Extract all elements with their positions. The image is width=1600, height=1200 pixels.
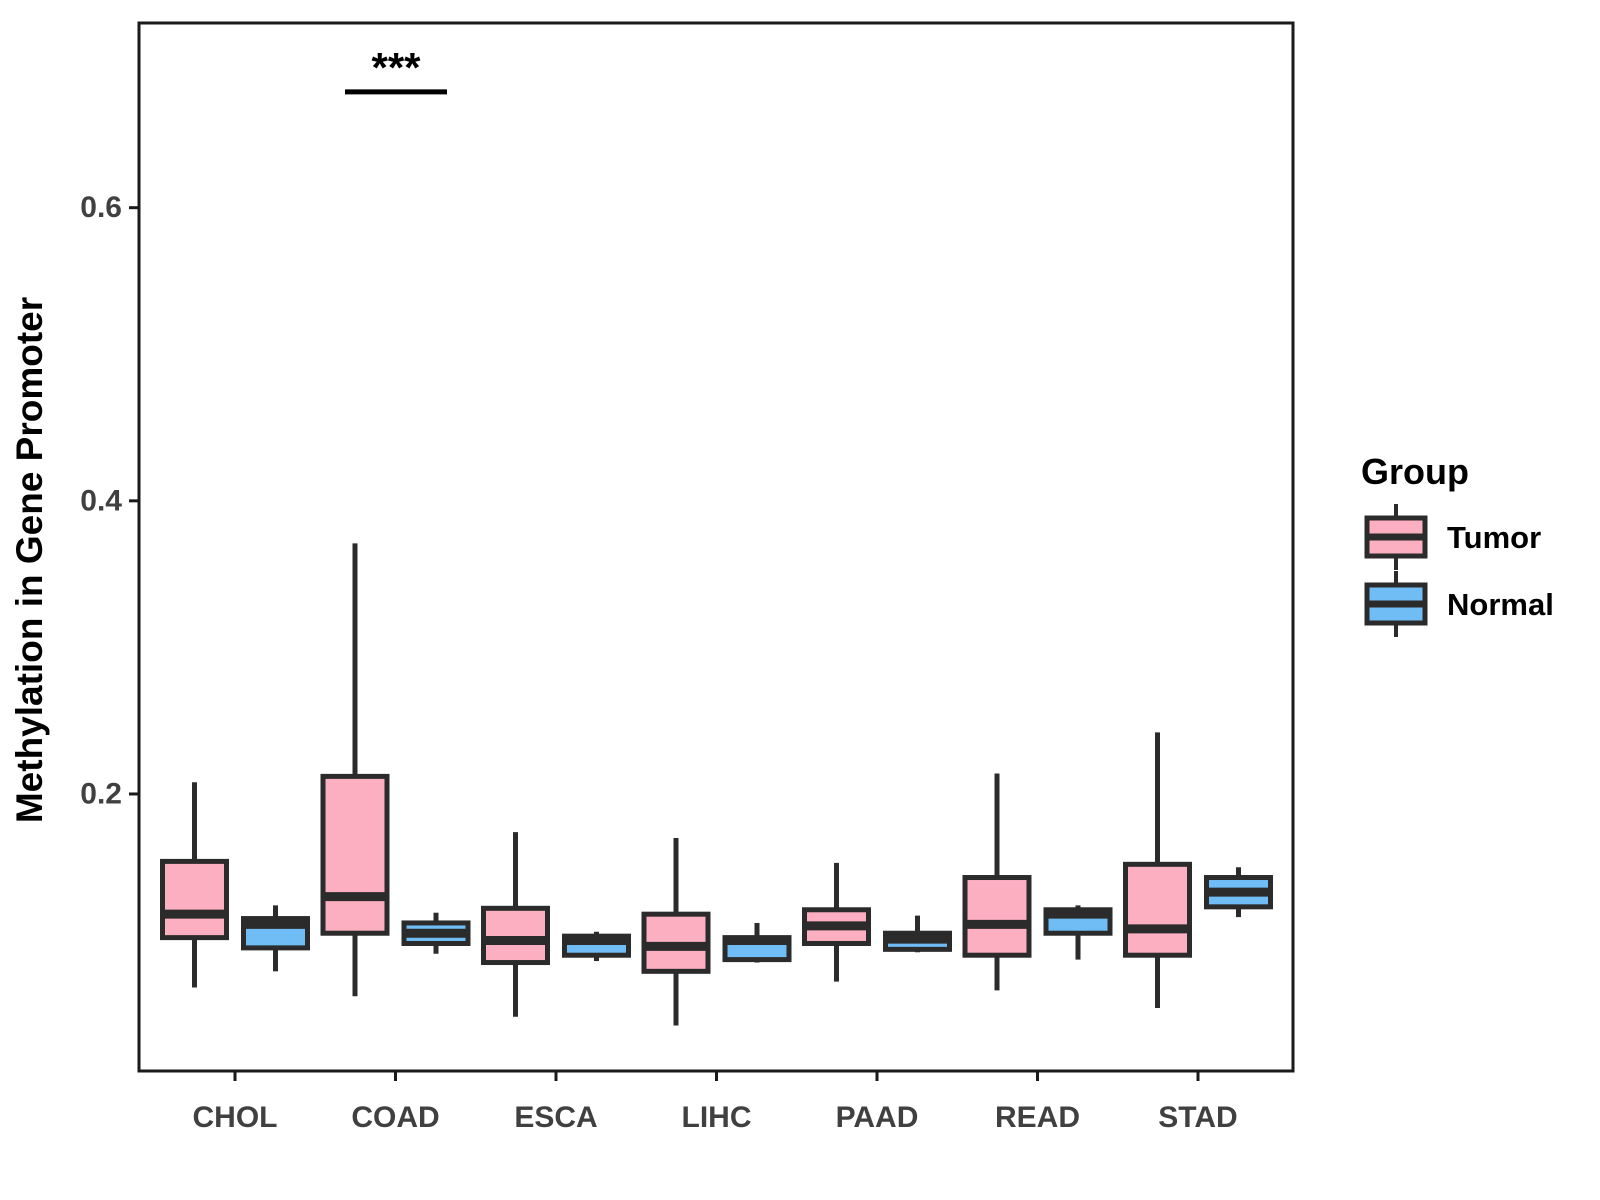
iqr-box bbox=[160, 858, 229, 941]
y-tick-label-0.2: 0.2 bbox=[80, 777, 122, 810]
iqr-box bbox=[962, 875, 1032, 958]
box-ESCA-Normal bbox=[562, 931, 631, 962]
x-tick-label-COAD: COAD bbox=[351, 1101, 439, 1134]
box-PAAD-Normal bbox=[883, 915, 952, 953]
iqr-box bbox=[1123, 861, 1192, 958]
legend-key-Normal: Normal bbox=[1364, 571, 1554, 637]
x-tick-label-ESCA: ESCA bbox=[514, 1101, 597, 1134]
iqr-box bbox=[481, 905, 550, 966]
x-tick-label-STAD: STAD bbox=[1158, 1101, 1237, 1134]
box-READ-Normal bbox=[1043, 905, 1113, 960]
box-READ-Tumor bbox=[962, 773, 1032, 991]
legend-label-Tumor: Tumor bbox=[1447, 520, 1541, 555]
box-STAD-Tumor bbox=[1123, 732, 1192, 1008]
x-tick-label-LIHC: LIHC bbox=[682, 1101, 752, 1134]
legend-title: Group bbox=[1361, 451, 1469, 492]
x-tick-label-CHOL: CHOL bbox=[193, 1101, 278, 1134]
box-LIHC-Normal bbox=[722, 922, 792, 963]
iqr-box bbox=[320, 773, 390, 936]
box-PAAD-Tumor bbox=[802, 862, 871, 982]
box-COAD-Normal bbox=[401, 912, 471, 954]
y-axis-title: Methylation in Gene Promoter bbox=[9, 297, 50, 823]
x-tick-label-READ: READ bbox=[995, 1101, 1080, 1134]
y-tick-label-0.6: 0.6 bbox=[80, 191, 122, 224]
box-STAD-Normal bbox=[1204, 867, 1273, 918]
legend: Group Tumor Normal bbox=[1361, 451, 1554, 637]
box-ESCA-Tumor bbox=[481, 832, 550, 1017]
box-CHOL-Normal bbox=[241, 905, 310, 972]
box-COAD-Tumor bbox=[320, 543, 390, 997]
y-tick-label-0.4: 0.4 bbox=[80, 484, 122, 517]
plot-panel bbox=[137, 21, 1295, 1073]
legend-label-Normal: Normal bbox=[1447, 587, 1554, 622]
box-CHOL-Tumor bbox=[160, 782, 229, 988]
significance-COAD: *** bbox=[345, 44, 447, 95]
x-tick-label-PAAD: PAAD bbox=[836, 1101, 919, 1134]
box-LIHC-Tumor bbox=[641, 837, 711, 1026]
significance-stars: *** bbox=[371, 44, 421, 91]
legend-key-Tumor: Tumor bbox=[1364, 504, 1541, 570]
